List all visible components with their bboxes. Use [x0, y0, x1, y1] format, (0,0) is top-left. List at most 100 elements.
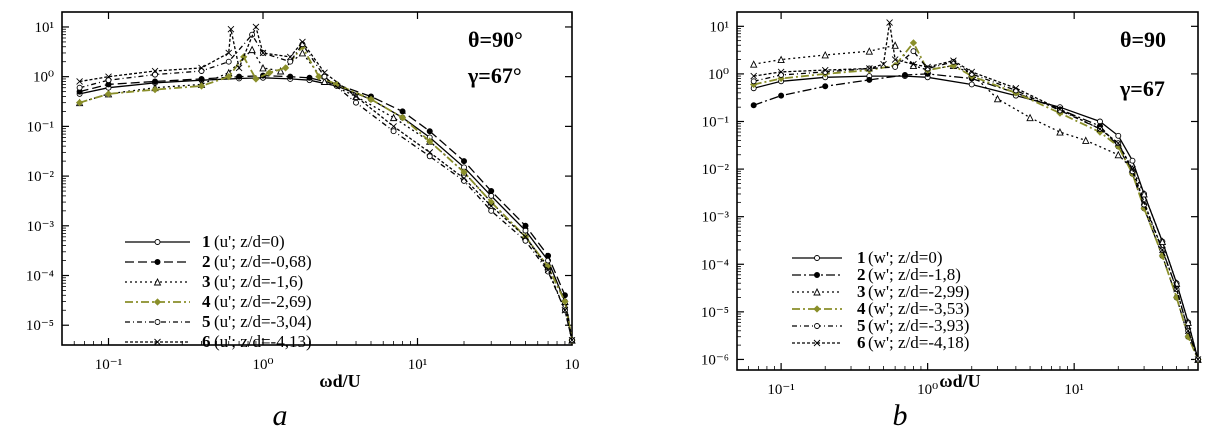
- series-marker: [488, 188, 495, 195]
- series-marker: [227, 25, 235, 33]
- series-marker: [75, 99, 84, 107]
- series-marker: [154, 239, 161, 245]
- legend-label-4: (u'; z/d=-2,69): [214, 292, 312, 311]
- series-marker: [778, 92, 785, 99]
- plot-area: [75, 23, 576, 344]
- series-marker: [306, 74, 313, 81]
- series-marker: [968, 68, 976, 76]
- series-marker: [390, 123, 397, 130]
- series-marker: [240, 53, 248, 61]
- series-marker: [910, 60, 917, 68]
- series-marker: [287, 73, 294, 80]
- series-marker: [924, 63, 931, 71]
- series-6: [76, 23, 576, 344]
- series-marker: [777, 68, 785, 76]
- series-marker: [814, 323, 820, 329]
- series-marker: [276, 67, 285, 75]
- annotation: θ=90°: [468, 27, 523, 52]
- series-marker: [892, 64, 899, 70]
- x-axis-label: ωd/U: [319, 371, 360, 391]
- series-marker: [152, 78, 159, 85]
- series-marker: [821, 66, 829, 74]
- series-marker: [353, 99, 359, 106]
- y-tick-label: 10⁻⁶: [701, 352, 729, 368]
- panel-caption: b: [893, 399, 908, 430]
- legend-label-3: (u'; z/d=-1,6): [214, 272, 303, 291]
- series-3: [75, 45, 576, 344]
- series-marker: [281, 64, 290, 72]
- series-marker: [1082, 136, 1090, 144]
- series-marker: [1129, 157, 1136, 164]
- series-marker: [197, 82, 206, 90]
- annotation: θ=90: [1120, 27, 1166, 52]
- y-tick-label: 10⁻³: [27, 219, 55, 235]
- series-marker: [76, 84, 83, 91]
- x-tick-label: 10⁻¹: [767, 382, 794, 398]
- x-tick-label: 10¹: [1064, 382, 1084, 398]
- series-marker: [298, 48, 307, 57]
- legend-label-5: (w'; z/d=-3,93): [868, 316, 969, 335]
- series-line-1: [753, 75, 1199, 360]
- y-tick-label: 10⁻⁵: [701, 305, 729, 321]
- series-marker: [76, 78, 83, 85]
- series-marker: [426, 149, 434, 156]
- series-marker: [909, 39, 918, 47]
- series-marker: [814, 255, 820, 261]
- series-marker: [750, 78, 757, 85]
- x-tick-label: 10⁻¹: [95, 357, 122, 373]
- legend-number-2: 2: [202, 252, 211, 271]
- series-marker: [1056, 106, 1064, 113]
- series-marker: [315, 73, 323, 81]
- series-marker: [488, 192, 495, 199]
- series-marker: [153, 298, 162, 306]
- series-line-3: [753, 44, 1199, 360]
- series-marker: [561, 297, 569, 306]
- series-marker: [1115, 132, 1122, 139]
- legend-label-5: (u'; z/d=-3,04): [214, 312, 312, 331]
- y-tick-label: 10¹: [35, 20, 55, 36]
- x-tick-label: 10: [565, 357, 580, 373]
- series-marker: [522, 222, 529, 229]
- series-marker: [389, 113, 398, 122]
- series-marker: [993, 94, 1002, 103]
- series-marker: [105, 77, 112, 84]
- legend-label-1: (w'; z/d=0): [868, 248, 943, 267]
- series-marker: [821, 50, 829, 59]
- series-marker: [152, 71, 158, 78]
- chart-panel-b: 10¹ 10⁰ 10⁻¹ 10⁻² 10⁻³ 10⁻⁴ 10⁻⁵ 10⁻⁶ 10⁻¹ 10⁰ 10¹…: [701, 11, 1202, 430]
- series-marker: [813, 287, 821, 296]
- series-marker: [1184, 318, 1192, 326]
- legend-label-4: (w'; z/d=-3,53): [868, 299, 969, 318]
- legend-number-6: 6: [202, 332, 211, 351]
- legend-number-3: 3: [202, 272, 211, 291]
- legend-label-6: (u'; z/d=-4,13): [214, 332, 312, 351]
- series-line-1: [79, 77, 573, 341]
- series-marker: [259, 63, 267, 72]
- series-marker: [814, 272, 820, 278]
- series-marker: [399, 108, 406, 115]
- series-marker: [198, 64, 205, 72]
- series-marker: [866, 65, 873, 72]
- series-marker: [259, 49, 267, 57]
- series-marker: [426, 137, 434, 145]
- series-6: [750, 19, 1202, 363]
- chart-panel-a: 10¹ 10⁰ 10⁻¹ 10⁻² 10⁻³ 10⁻⁴ 10⁻⁵ 10⁻¹ 10⁰ 10¹ 10 θ=…: [26, 11, 580, 430]
- y-tick-label: 10⁻²: [702, 162, 730, 178]
- y-tick-label: 10⁻⁴: [701, 257, 729, 273]
- series-1: [750, 73, 1201, 363]
- legend-number-5: 5: [202, 312, 211, 331]
- series-marker: [1159, 246, 1166, 254]
- series-marker: [1194, 356, 1202, 363]
- x-tick-label: 10¹: [408, 357, 428, 373]
- series-marker: [460, 175, 468, 182]
- series-1: [76, 74, 575, 344]
- series-marker: [252, 75, 260, 83]
- series-2: [750, 70, 1201, 363]
- series-line-2: [79, 74, 573, 341]
- y-tick-label: 10⁻⁴: [26, 269, 54, 285]
- x-axis-label: ωd/U: [939, 371, 980, 391]
- series-2: [76, 72, 575, 344]
- y-tick-label: 10⁻¹: [702, 115, 729, 131]
- legend-label-2: (u'; z/d=-0,68): [214, 252, 312, 271]
